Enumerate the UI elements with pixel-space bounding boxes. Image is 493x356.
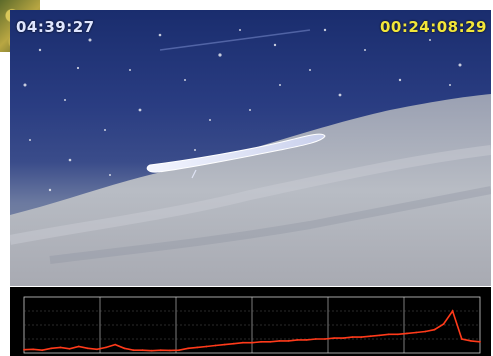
data-point xyxy=(150,349,153,352)
fish xyxy=(146,133,326,179)
data-point xyxy=(369,335,372,338)
marine-snow xyxy=(23,28,481,192)
data-point xyxy=(196,346,199,349)
data-point xyxy=(324,338,326,340)
data-point xyxy=(378,334,381,337)
data-point xyxy=(86,347,89,350)
data-point xyxy=(451,310,454,312)
timecode: 00:24:08:29 xyxy=(380,18,487,36)
data-point xyxy=(333,337,335,339)
data-point xyxy=(397,333,399,336)
data-point xyxy=(23,348,25,351)
data-point xyxy=(406,332,408,335)
signal-plot xyxy=(23,296,481,354)
data-point xyxy=(214,344,217,347)
data-point xyxy=(68,347,71,350)
data-point xyxy=(105,346,107,349)
data-point xyxy=(314,338,317,340)
data-point xyxy=(205,345,208,348)
seafloor-scene xyxy=(10,28,491,286)
elapsed-time: 04:39:27 xyxy=(16,18,95,36)
data-point xyxy=(169,349,171,352)
data-point xyxy=(342,337,345,339)
data-point xyxy=(424,330,427,333)
data-point xyxy=(415,331,418,334)
data-point xyxy=(159,349,162,352)
data-point xyxy=(96,348,98,351)
data-point xyxy=(296,339,299,341)
data-point xyxy=(232,342,235,345)
data-point xyxy=(387,333,390,336)
data-point xyxy=(178,349,180,352)
data-point xyxy=(269,340,272,343)
data-point xyxy=(77,345,80,348)
data-point xyxy=(433,328,436,331)
signal-chart xyxy=(10,287,491,356)
data-point xyxy=(32,348,34,351)
data-point xyxy=(470,340,472,342)
data-point xyxy=(132,349,135,352)
data-point xyxy=(59,346,62,349)
data-point xyxy=(442,323,445,325)
data-point xyxy=(223,343,226,346)
data-point xyxy=(187,347,190,350)
data-point xyxy=(114,343,117,346)
data-point xyxy=(50,347,53,350)
data-point xyxy=(141,349,144,352)
data-point xyxy=(260,340,262,343)
data-point xyxy=(360,336,363,338)
data-point xyxy=(41,349,44,352)
data-point xyxy=(479,340,481,343)
data-point xyxy=(242,341,244,344)
data-point xyxy=(351,336,354,338)
data-point xyxy=(460,338,463,340)
data-point xyxy=(123,347,126,350)
video-frame[interactable]: 04:39:27 00:24:08:29 xyxy=(10,10,491,286)
data-point xyxy=(278,340,281,342)
data-point xyxy=(251,341,253,344)
data-point xyxy=(287,340,290,342)
data-point xyxy=(305,339,308,341)
